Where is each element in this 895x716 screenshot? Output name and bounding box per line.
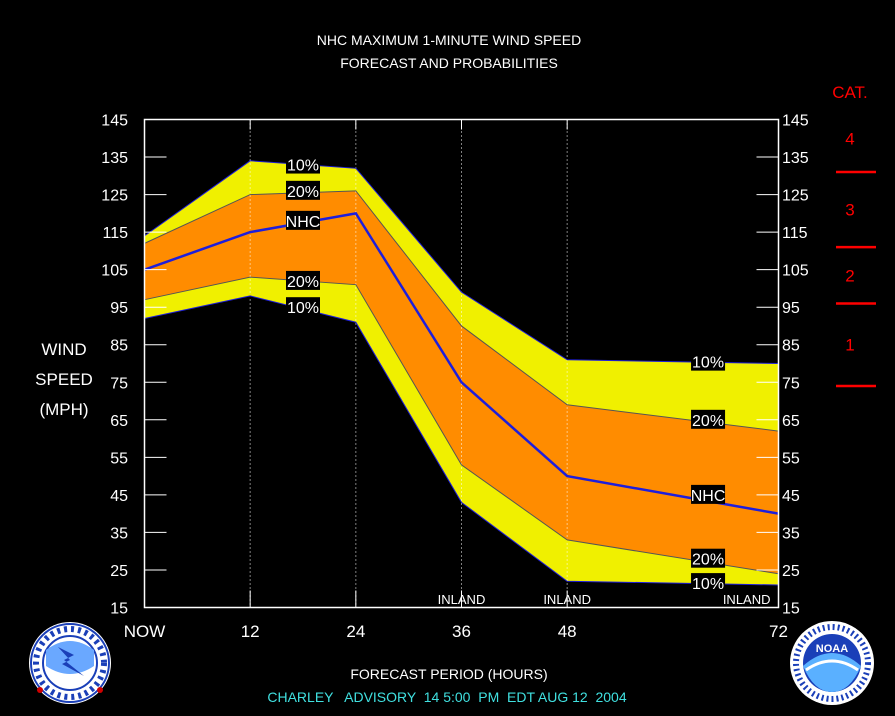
y-tick-label-right-105: 105 (782, 263, 809, 280)
x-tick-label-36: 36 (452, 622, 471, 641)
vertical-gridlines (249, 119, 568, 608)
x-axis-label: FORECAST PERIOD (HOURS) (350, 666, 547, 682)
noaa-logo-text: NOAA (816, 643, 848, 655)
series-line-20pct-lower (144, 276, 779, 575)
y-tick-label-right-115: 115 (782, 225, 808, 242)
curve-label-text: 20% (692, 552, 724, 569)
category-label-2: 2 (845, 266, 854, 285)
curve-label-7: NHC (691, 484, 726, 505)
y-tick-label-left-105: 105 (101, 263, 128, 280)
curve-label-4: 10% (286, 297, 320, 317)
y-tick-label-right-85: 85 (782, 338, 800, 355)
y-tick-label-left-65: 65 (110, 413, 128, 430)
curve-label-box (691, 409, 726, 429)
category-title: CAT. (832, 83, 868, 102)
y-tick-label-left-115: 115 (102, 225, 128, 242)
inland-markers: INLAND INLAND INLAND (438, 592, 771, 607)
curve-label-text: 20% (692, 413, 724, 430)
y-tick-label-left-15: 15 (110, 601, 128, 618)
y-tick-label-right-25: 25 (782, 563, 800, 580)
y-tick-label-left-85: 85 (110, 338, 128, 355)
y-tick-label-right-35: 35 (782, 525, 800, 542)
y-axis-label-line-3: (MPH) (39, 400, 88, 419)
series-lines (144, 160, 779, 586)
curve-label-2: NHC (286, 210, 321, 231)
x-tick-label-0: NOW (124, 622, 166, 641)
curve-label-box (286, 180, 320, 200)
y-tick-label-left-95: 95 (110, 300, 128, 317)
x-tick-label-12: 12 (241, 622, 260, 641)
y-tick-label-right-125: 125 (782, 188, 809, 205)
category-label-3: 3 (845, 201, 854, 220)
category-scale: CAT. 1 2 3 4 (832, 83, 876, 388)
curve-labels: 10% 20% NHC 20% 10% 10% 20% NHC 20% 10% (286, 154, 726, 593)
category-label-4: 4 (845, 129, 854, 148)
series-line-10pct-upper (144, 160, 779, 364)
y-tick-label-left-125: 125 (101, 188, 128, 205)
curve-label-box (691, 351, 726, 371)
y-tick-label-left-145: 145 (101, 113, 128, 130)
curve-label-text: 20% (287, 274, 319, 291)
noaa-logo: NOAA (790, 621, 874, 705)
curve-label-text: NHC (286, 214, 321, 231)
y-tick-label-left-35: 35 (110, 525, 128, 542)
inland-label-2: INLAND (723, 592, 771, 607)
y-tick-label-left-135: 135 (101, 150, 128, 167)
y-tick-label-left-25: 25 (110, 563, 128, 580)
y-tick-label-left-55: 55 (110, 450, 128, 467)
curve-label-box (286, 297, 320, 317)
y-tick-label-right-145: 145 (782, 113, 809, 130)
curve-label-6: 20% (691, 409, 726, 430)
y-tick-label-right-65: 65 (782, 413, 800, 430)
series-line-nhc (144, 211, 779, 515)
curve-label-text: NHC (691, 488, 726, 505)
curve-label-text: 10% (692, 355, 724, 372)
x-tick-label-72: 72 (769, 622, 788, 641)
x-tick-label-48: 48 (558, 622, 577, 641)
chart-title: NHC MAXIMUM 1-MINUTE WIND SPEED (317, 32, 581, 48)
curve-label-3: 20% (286, 270, 320, 291)
y-tick-label-left-45: 45 (110, 488, 128, 505)
y-tick-label-right-95: 95 (782, 300, 800, 317)
curve-label-9: 10% (691, 573, 726, 593)
curve-label-text: 20% (287, 184, 319, 201)
y-tick-label-right-135: 135 (782, 150, 809, 167)
y-axis-label-line-1: WIND (41, 340, 86, 359)
series-line-10pct-lower (144, 295, 779, 586)
series-line-20pct-upper (144, 190, 779, 432)
y-axis: 15 15 25 25 35 35 45 45 55 55 65 65 75 75 85 85 95 95 105 1… (101, 113, 809, 618)
curve-label-1: 20% (286, 180, 320, 201)
curve-label-box (286, 270, 320, 290)
y-tick-label-left-75: 75 (110, 375, 128, 392)
x-axis: NOW 12 24 36 48 72 (124, 119, 788, 641)
curve-label-text: 10% (287, 300, 319, 317)
y-tick-label-right-15: 15 (782, 601, 800, 618)
curve-label-text: 10% (692, 576, 724, 593)
category-label-1: 1 (845, 336, 854, 355)
national-weather-service-logo (29, 622, 111, 704)
chart-subtitle: FORECAST AND PROBABILITIES (340, 55, 558, 71)
curve-label-box (286, 154, 320, 174)
curve-label-box (691, 548, 726, 568)
x-tick-label-24: 24 (346, 622, 365, 641)
curve-label-8: 20% (691, 548, 726, 569)
inland-label-0: INLAND (438, 592, 486, 607)
y-tick-label-right-75: 75 (782, 375, 800, 392)
curve-label-5: 10% (691, 351, 726, 372)
curve-label-box (286, 210, 320, 230)
curve-label-box (691, 484, 726, 504)
inland-label-1: INLAND (543, 592, 591, 607)
y-axis-label-line-2: SPEED (35, 370, 93, 389)
advisory-footer: CHARLEY ADVISORY 14 5:00 PM EDT AUG 12 2… (267, 689, 626, 705)
curve-label-text: 10% (287, 158, 319, 175)
curve-label-box (691, 573, 726, 593)
curve-label-0: 10% (286, 154, 320, 175)
y-tick-label-right-45: 45 (782, 488, 800, 505)
y-tick-label-right-55: 55 (782, 450, 800, 467)
